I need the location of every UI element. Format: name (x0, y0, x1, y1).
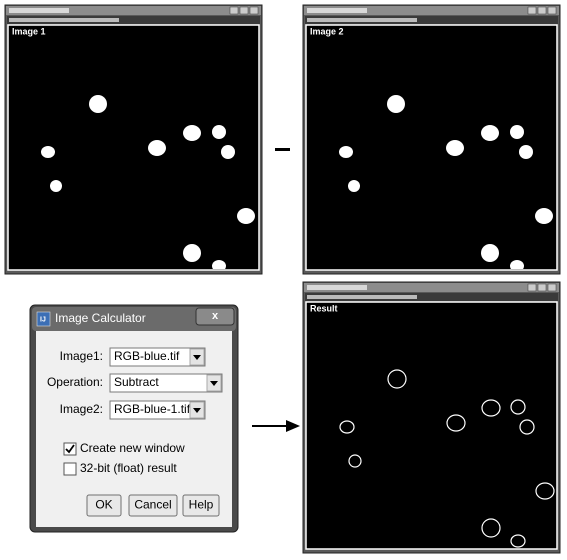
close-button[interactable] (195, 307, 235, 326)
dropdown[interactable] (109, 400, 206, 420)
cell-outline (519, 419, 535, 435)
window-control[interactable] (229, 6, 239, 15)
dropdown-value: RGB-blue.tif (114, 349, 180, 363)
window-control[interactable] (537, 283, 547, 292)
cell-blob (89, 95, 107, 113)
cell-blob (519, 145, 533, 159)
cell-blob (212, 260, 226, 269)
dialog-titlebar (32, 307, 236, 331)
dropdown-arrow (193, 408, 201, 413)
button-label: Cancel (134, 498, 171, 512)
cell-blob (510, 260, 524, 269)
window-control[interactable] (527, 6, 537, 15)
window-info-bar (305, 293, 558, 301)
cell-blob (339, 146, 353, 158)
cell-outline (535, 482, 555, 500)
window-control[interactable] (527, 283, 537, 292)
cell-outline (387, 369, 407, 389)
button-label: Help (189, 498, 214, 512)
dropdown[interactable] (109, 347, 206, 367)
dropdown-value: Subtract (114, 375, 159, 389)
button-label: OK (95, 498, 112, 512)
window-title-text (307, 8, 367, 13)
cell-blob (535, 208, 553, 224)
image-label: Image 1 (12, 26, 46, 36)
cell-blob (387, 95, 405, 113)
cell-outline (339, 420, 355, 434)
window-info-bar (305, 16, 558, 24)
cell-blob (183, 125, 201, 141)
cell-outline (348, 454, 362, 468)
button[interactable] (182, 494, 220, 517)
app-icon-glyph: IJ (40, 316, 46, 323)
close-glyph: x (212, 310, 219, 322)
window-control[interactable] (537, 6, 547, 15)
cell-blob (481, 125, 499, 141)
cell-blob (446, 140, 464, 156)
button[interactable] (86, 494, 122, 517)
cell-blob (212, 125, 226, 139)
cell-blob (221, 145, 235, 159)
cell-blob (348, 180, 360, 192)
cell-blob (50, 180, 62, 192)
window-info-text (9, 18, 119, 22)
window-info-text (307, 295, 417, 299)
app-icon (36, 311, 51, 327)
field-label: Operation: (47, 375, 103, 389)
window-info-text (307, 18, 417, 22)
cell-blob (183, 244, 201, 262)
window-control[interactable] (239, 6, 249, 15)
checkbox[interactable] (63, 462, 77, 476)
cell-blob (481, 244, 499, 262)
cell-outline (481, 399, 501, 417)
checkbox-label: Create new window (80, 441, 185, 455)
window-control[interactable] (547, 6, 557, 15)
window-control[interactable] (249, 6, 259, 15)
dropdown-arrow (210, 381, 218, 386)
image-label: Result (310, 303, 338, 313)
dropdown[interactable] (109, 373, 223, 393)
field-label: Image1: (60, 349, 103, 363)
checkbox-label: 32-bit (float) result (80, 461, 177, 475)
cell-outline (510, 534, 526, 548)
arrow (252, 420, 300, 432)
cell-blob (148, 140, 166, 156)
cell-outline (510, 399, 526, 415)
image-label: Image 2 (310, 26, 344, 36)
window-control[interactable] (547, 283, 557, 292)
window-title-text (9, 8, 69, 13)
window-titlebar (304, 283, 559, 292)
window-titlebar (304, 6, 559, 15)
window-titlebar (6, 6, 261, 15)
checkbox[interactable] (63, 442, 77, 456)
cell-blob (41, 146, 55, 158)
field-label: Image2: (60, 402, 103, 416)
dropdown-value: RGB-blue-1.tif (114, 402, 191, 416)
button[interactable] (128, 494, 178, 517)
cell-blob (510, 125, 524, 139)
minus-sign (275, 148, 290, 151)
dialog-title: Image Calculator (55, 311, 146, 325)
dropdown-arrow (193, 355, 201, 360)
cell-outline (481, 518, 501, 538)
checkmark (65, 444, 75, 454)
window-info-bar (7, 16, 260, 24)
image-border (305, 301, 558, 550)
window-title-text (307, 285, 367, 290)
cell-outline (446, 414, 466, 432)
cell-blob (237, 208, 255, 224)
